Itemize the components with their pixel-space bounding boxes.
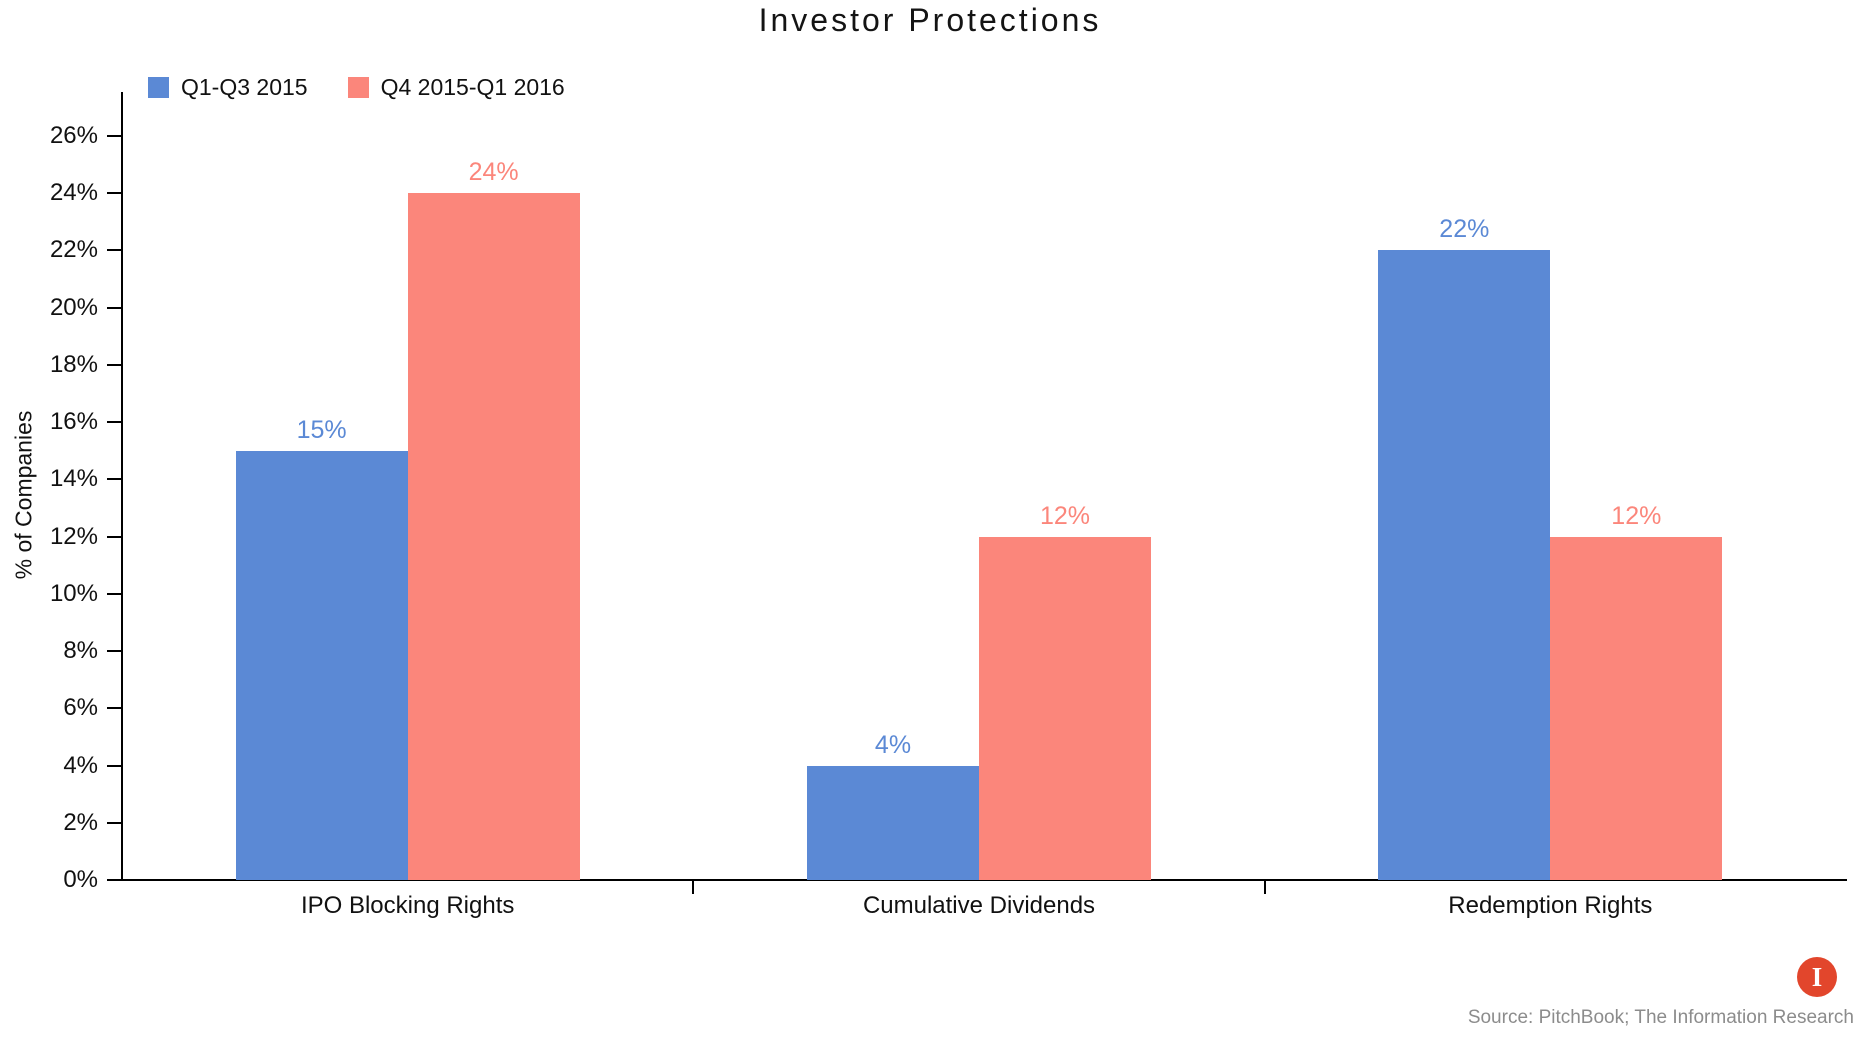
logo-letter-icon: I: [1811, 961, 1823, 992]
legend-item-q4-2015-q1-2016: Q4 2015-Q1 2016: [347, 74, 565, 101]
y-tick-label: 24%: [49, 179, 98, 207]
bar-value-label: 12%: [1611, 501, 1662, 530]
bar-value-label: 12%: [1039, 501, 1091, 530]
legend-swatch-icon: [148, 77, 169, 98]
y-tick-label: 16%: [49, 408, 98, 436]
legend-swatch-icon: [347, 77, 369, 98]
bar: [979, 536, 1151, 880]
legend: Q1-Q3 2015 Q4 2015-Q1 2016: [148, 74, 565, 101]
bar: [407, 193, 580, 880]
bar: [807, 765, 979, 880]
x-axis-line: [121, 879, 1847, 881]
bar-value-label: 4%: [874, 730, 912, 759]
y-tick: [107, 535, 121, 538]
y-tick: [107, 821, 121, 824]
y-axis-line: [121, 92, 123, 881]
bar: [1550, 536, 1723, 880]
x-axis-divider-tick: [1263, 881, 1266, 894]
y-tick: [107, 363, 121, 366]
bar: [235, 450, 408, 880]
y-tick: [107, 879, 121, 881]
y-tick-label: 10%: [49, 579, 98, 607]
y-tick-label: 8%: [63, 637, 98, 665]
x-axis-divider-tick: [692, 881, 695, 894]
category-label: IPO Blocking Rights: [300, 892, 515, 919]
y-tick: [107, 192, 121, 195]
y-tick-label: 6%: [63, 694, 98, 722]
bar-value-label: 15%: [296, 415, 347, 444]
category-label: Redemption Rights: [1448, 892, 1653, 919]
y-tick-label: 14%: [49, 465, 98, 493]
y-tick: [107, 478, 121, 481]
y-tick-label: 20%: [49, 293, 98, 321]
y-tick-label: 4%: [63, 751, 98, 779]
y-tick-label: 22%: [49, 236, 98, 264]
legend-label: Q1-Q3 2015: [181, 74, 308, 100]
y-tick-label: 2%: [63, 808, 98, 836]
the-information-logo: I: [1797, 957, 1837, 997]
y-tick: [107, 306, 121, 309]
y-tick: [107, 707, 121, 710]
category-label: Cumulative Dividends: [862, 892, 1096, 919]
y-tick-label: 26%: [49, 122, 98, 149]
y-tick: [107, 249, 121, 252]
y-tick-label: 12%: [49, 522, 98, 550]
y-tick-label: 18%: [49, 350, 98, 378]
y-tick: [107, 421, 121, 424]
y-tick: [107, 650, 121, 653]
y-tick: [107, 135, 121, 137]
y-tick-label: 0%: [63, 866, 98, 893]
bar-value-label: 22%: [1439, 215, 1490, 244]
y-tick: [107, 764, 121, 767]
legend-item-q1-q3-2015: Q1-Q3 2015: [148, 74, 308, 101]
legend-label: Q4 2015-Q1 2016: [380, 74, 565, 100]
bar: [1378, 250, 1551, 880]
bar-value-label: 24%: [468, 158, 519, 187]
source-attribution: Source: PitchBook; The Information Resea…: [1467, 1007, 1854, 1028]
y-tick: [107, 592, 121, 595]
chart-title: Investor Protections: [758, 2, 1102, 38]
